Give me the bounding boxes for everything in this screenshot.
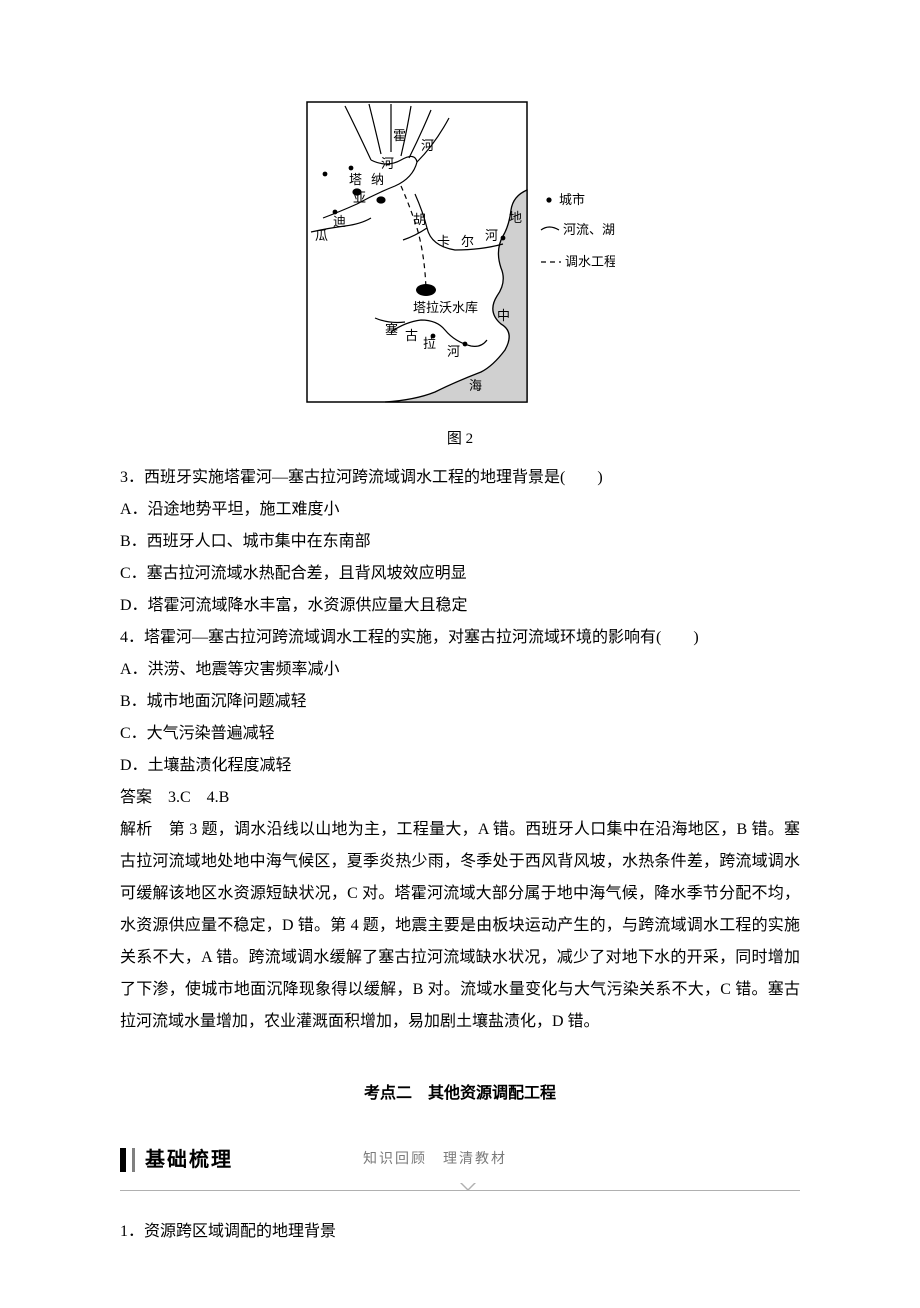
label-gu: 古 xyxy=(405,328,418,343)
label-ka: 卡 xyxy=(437,234,450,249)
label-sai: 塞 xyxy=(385,322,398,337)
q3-opt-c: C．塞古拉河流域水热配合差，且背风坡效应明显 xyxy=(120,558,800,590)
label-huo: 霍 xyxy=(393,128,406,143)
legend-transfer: 调水工程 xyxy=(565,254,615,269)
label-sea-hai: 海 xyxy=(469,378,482,393)
page: 霍 河 河 塔 纳 亚 迪 瓜 胡 卡 尔 河 塔拉沃水库 塞 古 拉 河 地 … xyxy=(0,0,920,1308)
explanation: 解析 第 3 题，调水沿线以山地为主，工程量大，A 错。西班牙人口集中在沿海地区… xyxy=(120,814,800,1038)
q3-stem: 3．西班牙实施塔霍河—塞古拉河跨流域调水工程的地理背景是( ) xyxy=(120,462,800,494)
header-bar-icon xyxy=(120,1148,126,1172)
q4-opt-a: A．洪涝、地震等灾害频率减小 xyxy=(120,654,800,686)
sub1: 1．资源跨区域调配的地理背景 xyxy=(120,1216,800,1248)
label-sea-zhong: 中 xyxy=(497,308,510,323)
q3-opt-a: A．沿途地势平坦，施工难度小 xyxy=(120,494,800,526)
legend-river: 河流、湖泊 xyxy=(563,222,615,237)
label-reservoir: 塔拉沃水库 xyxy=(413,300,478,315)
legend-city: 城市 xyxy=(559,192,585,207)
kp2-title: 考点二 其他资源调配工程 xyxy=(120,1078,800,1110)
label-gua: 瓜 xyxy=(315,228,328,243)
label-he1: 河 xyxy=(421,138,434,153)
label-he3: 河 xyxy=(485,228,498,243)
basics-label: 基础梳理 xyxy=(145,1140,233,1180)
label-he4: 河 xyxy=(447,344,460,359)
basics-rule xyxy=(120,1184,800,1196)
q3-opt-d: D．塔霍河流域降水丰富，水资源供应量大且稳定 xyxy=(120,590,800,622)
label-ya: 亚 xyxy=(353,190,366,205)
figure-caption: 图 2 xyxy=(120,424,800,454)
label-ta: 塔 xyxy=(349,172,362,187)
label-he1b: 河 xyxy=(381,156,394,171)
basics-sub: 知识回顾 理清教材 xyxy=(363,1146,507,1174)
label-hu: 胡 xyxy=(413,212,426,227)
q4-stem: 4．塔霍河—塞古拉河跨流域调水工程的实施，对塞古拉河流域环境的影响有( ) xyxy=(120,622,800,654)
q4-opt-c: C．大气污染普遍减轻 xyxy=(120,718,800,750)
map-svg: 霍 河 河 塔 纳 亚 迪 瓜 胡 卡 尔 河 塔拉沃水库 塞 古 拉 河 地 … xyxy=(305,100,615,410)
label-sea-di: 地 xyxy=(509,210,522,225)
legend: 城市 河流、湖泊 调水工程 xyxy=(541,192,615,269)
map-frame xyxy=(307,102,527,402)
header-bar2-icon xyxy=(132,1148,135,1172)
basics-header: 基础梳理 知识回顾 理清教材 xyxy=(120,1140,800,1180)
q4-opt-d: D．土壤盐渍化程度减轻 xyxy=(120,750,800,782)
label-di: 迪 xyxy=(333,214,346,229)
q4-opt-b: B．城市地面沉降问题减轻 xyxy=(120,686,800,718)
label-er: 尔 xyxy=(461,234,474,249)
label-na: 纳 xyxy=(371,172,384,187)
answer: 答案 3.C 4.B xyxy=(120,782,800,814)
label-la: 拉 xyxy=(423,336,436,351)
q3-opt-b: B．西班牙人口、城市集中在东南部 xyxy=(120,526,800,558)
figure-2: 霍 河 河 塔 纳 亚 迪 瓜 胡 卡 尔 河 塔拉沃水库 塞 古 拉 河 地 … xyxy=(120,100,800,454)
